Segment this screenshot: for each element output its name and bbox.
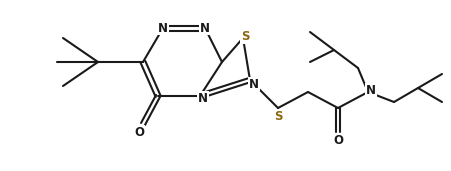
Text: N: N	[198, 91, 208, 104]
Text: N: N	[158, 22, 168, 35]
Text: S: S	[274, 109, 282, 122]
Text: N: N	[366, 83, 376, 96]
Text: O: O	[333, 134, 343, 147]
Text: N: N	[200, 22, 210, 35]
Text: O: O	[134, 126, 144, 139]
Text: S: S	[241, 30, 249, 43]
Text: N: N	[249, 77, 259, 90]
